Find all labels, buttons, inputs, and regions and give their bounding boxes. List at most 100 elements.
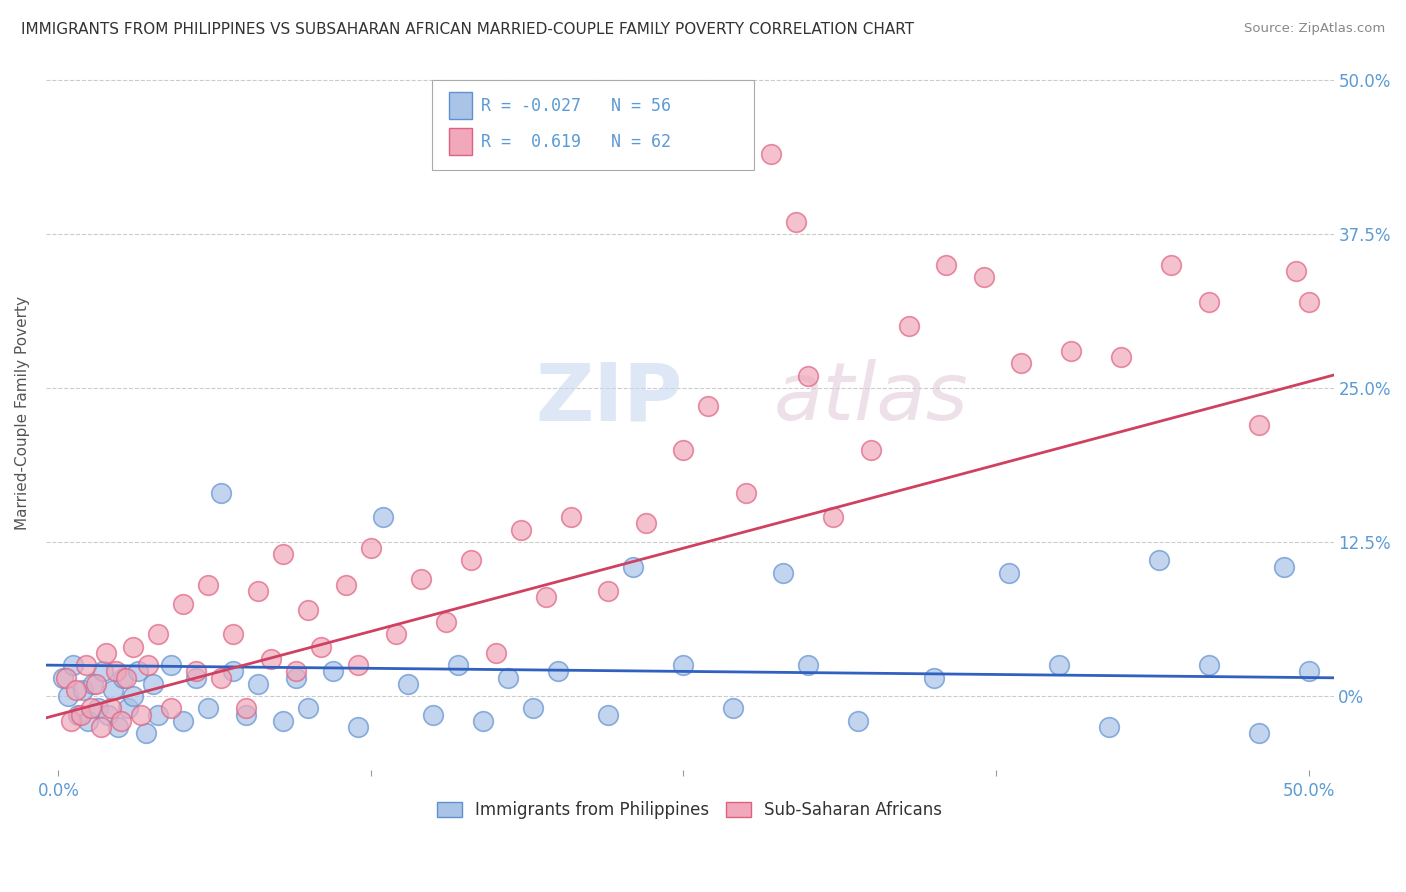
Point [72, 682, 94, 697]
Point [62, 658, 84, 673]
Legend: Immigrants from Philippines, Sub-Saharan Africans: Immigrants from Philippines, Sub-Saharan… [430, 795, 949, 826]
Point [129, 707, 152, 722]
Point [247, 677, 270, 691]
Point [90, 720, 112, 734]
Point [70, 707, 93, 722]
Point [922, 671, 945, 685]
Point [260, 652, 283, 666]
Point [93, 665, 115, 679]
Point [127, 665, 149, 679]
Text: R =  0.619   N = 62: R = 0.619 N = 62 [481, 133, 671, 151]
Point [1285, 264, 1308, 278]
Point [297, 701, 319, 715]
Point [107, 720, 129, 734]
Point [1298, 665, 1320, 679]
Point [447, 658, 470, 673]
Point [1298, 294, 1320, 309]
Point [335, 578, 357, 592]
Point [797, 368, 820, 383]
Point [385, 627, 408, 641]
Point [823, 510, 845, 524]
Point [547, 665, 569, 679]
FancyBboxPatch shape [449, 128, 472, 155]
Point [160, 658, 183, 673]
Point [997, 566, 1019, 580]
Point [935, 258, 957, 272]
Y-axis label: Married-Couple Family Poverty: Married-Couple Family Poverty [15, 295, 30, 530]
Point [859, 442, 882, 457]
Point [67, 707, 90, 722]
Point [58, 689, 80, 703]
Point [142, 677, 165, 691]
Point [1109, 350, 1132, 364]
Point [172, 714, 194, 728]
Point [75, 658, 97, 673]
Point [184, 671, 207, 685]
Point [534, 591, 557, 605]
Point [347, 658, 370, 673]
Point [235, 701, 257, 715]
Text: R = -0.027   N = 56: R = -0.027 N = 56 [481, 97, 671, 115]
Point [1198, 658, 1220, 673]
Point [1198, 294, 1220, 309]
Point [848, 714, 870, 728]
Point [398, 677, 420, 691]
Point [672, 442, 695, 457]
Point [65, 682, 87, 697]
Point [285, 671, 308, 685]
Point [347, 720, 370, 734]
Point [247, 584, 270, 599]
Point [973, 270, 995, 285]
Point [97, 707, 120, 722]
Point [735, 485, 758, 500]
Point [598, 584, 620, 599]
Point [297, 603, 319, 617]
Point [309, 640, 332, 654]
Point [598, 707, 620, 722]
Point [1047, 658, 1070, 673]
Point [1272, 559, 1295, 574]
Point [422, 707, 444, 722]
Point [772, 566, 794, 580]
Point [785, 214, 807, 228]
Point [172, 597, 194, 611]
Point [94, 646, 117, 660]
Point [273, 547, 295, 561]
Point [759, 146, 782, 161]
Point [460, 553, 482, 567]
Point [104, 665, 127, 679]
Text: atlas: atlas [773, 359, 969, 437]
Point [110, 714, 132, 728]
Point [82, 677, 104, 691]
Point [222, 627, 245, 641]
Point [285, 665, 308, 679]
Point [1097, 720, 1119, 734]
Point [1160, 258, 1182, 272]
Point [59, 714, 82, 728]
Point [138, 658, 160, 673]
Point [55, 671, 77, 685]
Point [797, 658, 820, 673]
Point [112, 671, 135, 685]
Point [522, 701, 544, 715]
Point [115, 671, 138, 685]
Point [322, 665, 344, 679]
Point [1247, 417, 1270, 432]
Point [122, 640, 145, 654]
Point [197, 701, 219, 715]
Point [1060, 343, 1083, 358]
Point [209, 485, 232, 500]
FancyBboxPatch shape [432, 80, 754, 169]
Point [222, 665, 245, 679]
Point [409, 572, 432, 586]
Point [1147, 553, 1170, 567]
Point [498, 671, 520, 685]
Point [672, 658, 695, 673]
Point [235, 707, 257, 722]
Point [80, 701, 103, 715]
Point [560, 510, 582, 524]
Point [117, 701, 139, 715]
Point [197, 578, 219, 592]
Point [510, 523, 533, 537]
Point [160, 701, 183, 715]
